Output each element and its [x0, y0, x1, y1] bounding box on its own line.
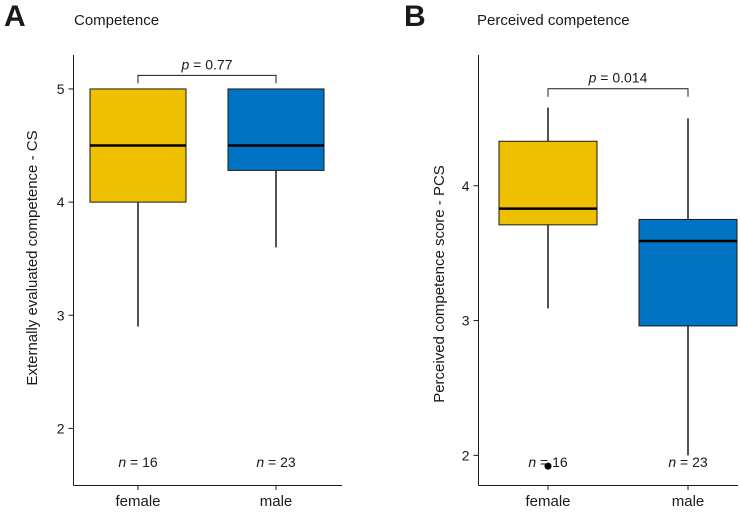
y-tick-label: 2: [57, 420, 65, 436]
box-iqr: [227, 88, 325, 171]
sample-size-label: n = 16: [528, 454, 568, 470]
p-value-label: p = 0.014: [588, 70, 648, 86]
box-iqr: [638, 218, 738, 327]
panel-a: A Competence Externally evaluated compet…: [4, 0, 342, 510]
x-categories: female male: [115, 485, 293, 510]
box-female: [89, 88, 187, 327]
panel-letter: A: [4, 0, 26, 33]
y-tick-label: 4: [462, 178, 470, 194]
y-axis-title: Perceived competence score - PCS: [431, 165, 448, 403]
x-category-label: female: [525, 493, 570, 510]
n-value: = 16: [536, 454, 568, 470]
n-symbol: n: [118, 454, 126, 470]
panel-title: Perceived competence: [477, 12, 630, 29]
box-male: [638, 118, 738, 456]
bracket-line: [137, 74, 277, 84]
n-symbol: n: [256, 454, 264, 470]
y-tick-label: 3: [462, 313, 470, 329]
boxes: [498, 107, 738, 470]
n-value: = 23: [264, 454, 296, 470]
p-value: = 0.77: [189, 56, 232, 72]
sample-size-label: n = 23: [668, 454, 708, 470]
bracket-line: [547, 88, 689, 97]
sample-size-label: n = 23: [256, 454, 296, 470]
box-iqr: [498, 140, 598, 226]
y-tick-label: 3: [57, 307, 65, 323]
sample-size-label: n = 16: [118, 454, 158, 470]
x-category-label: male: [260, 493, 293, 510]
panel-title: Competence: [74, 12, 159, 29]
boxes: [89, 88, 325, 327]
y-ticks: 2 3 4: [462, 178, 479, 463]
n-symbol: n: [528, 454, 536, 470]
y-tick-label: 2: [462, 447, 470, 463]
n-value: = 23: [676, 454, 708, 470]
x-categories: female male: [525, 485, 705, 510]
n-symbol: n: [668, 454, 676, 470]
p-symbol: p: [181, 56, 190, 72]
sample-sizes: n = 16 n = 23: [528, 454, 708, 470]
y-tick-label: 5: [57, 81, 65, 97]
outlier-point: [544, 462, 552, 470]
x-category-label: male: [672, 493, 705, 510]
significance-bracket: p = 0.014: [547, 70, 689, 97]
p-value-label: p = 0.77: [181, 56, 233, 72]
n-value: = 16: [126, 454, 158, 470]
y-ticks: 2 3 4 5: [57, 81, 74, 436]
x-category-label: female: [115, 493, 160, 510]
box-female: [498, 107, 598, 470]
p-symbol: p: [588, 70, 597, 86]
sample-sizes: n = 16 n = 23: [118, 454, 296, 470]
y-axis-title: Externally evaluated competence - CS: [24, 130, 41, 385]
significance-bracket: p = 0.77: [137, 56, 277, 84]
panel-b: B Perceived competence Perceived compete…: [404, 0, 738, 510]
y-tick-label: 4: [57, 194, 65, 210]
panel-letter: B: [404, 0, 426, 33]
box-male: [227, 88, 325, 248]
p-value: = 0.014: [596, 70, 647, 86]
